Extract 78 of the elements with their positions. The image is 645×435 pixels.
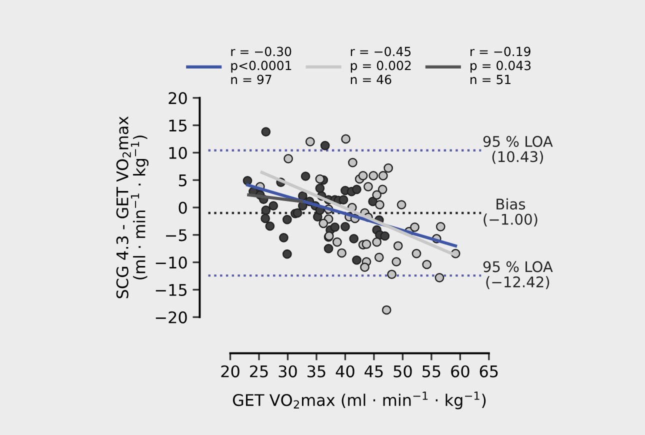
y-tick-label: −5 [166,229,187,242]
x-tick-label: 25 [250,365,268,378]
point [300,172,310,181]
point [352,184,362,194]
point [380,231,390,241]
x-axis-title: GET VO$_{2}$max (ml · min$^{−1}$ · kg$^{−1}$) [232,392,486,410]
x-tick-label: 30 [278,365,297,378]
point [268,201,278,211]
y-tick-label: 0 [178,202,187,214]
y-tick-label: 5 [178,174,187,186]
point [324,244,334,254]
point [372,237,382,247]
point [279,232,288,242]
point [410,222,420,232]
y-tick-label: 15 [169,120,187,132]
x-tick-label: 40 [336,365,354,378]
point [358,171,368,180]
y-tick-label: −15 [156,284,187,296]
point [292,208,302,218]
x-tick-label: 50 [394,365,412,378]
legend-label: r = −0.45 p = 0.002 n = 46 [350,46,411,84]
point [320,140,330,150]
legend-label: r = −0.19 p = 0.043 n = 51 [470,46,531,84]
point [261,127,271,137]
x-tick-label: 35 [308,365,326,378]
point [382,305,392,315]
point [315,184,325,193]
point [375,200,384,210]
ref-line-label: 95 % LOA (−12.42) [483,261,553,290]
y-tick-label: −20 [156,311,187,324]
point [352,255,362,265]
point [282,249,292,259]
point [372,190,382,200]
point [368,171,378,180]
ref-line-label: 95 % LOA (10.43) [483,136,553,164]
text: SCG 4.3 - GET VO$_{2}$max (ml · min$^{−1}$ · kg$^{−1}$) [116,116,148,298]
point [378,171,388,180]
point [282,214,292,224]
x-tick-label: 45 [364,366,383,378]
point [330,222,340,232]
point [341,134,350,144]
point [396,200,406,210]
point [436,222,446,232]
y-tick-label: 10 [169,146,187,159]
x-tick-label: 55 [422,366,440,378]
point [378,184,388,194]
y-tick-label: 20 [168,92,187,104]
point [422,260,432,270]
legend-label: r = −0.30 p<0.0001 n = 97 [231,46,292,84]
point [412,248,422,258]
ref-line-label: Bias (−1.00) [484,198,538,227]
point [242,176,252,186]
y-tick-label: −10 [156,256,187,269]
point [284,154,293,164]
point [261,206,271,215]
point [360,262,370,272]
point [315,174,325,184]
point [392,257,402,266]
point [348,158,358,168]
point [374,252,384,262]
point [338,195,348,204]
point [434,272,444,282]
point [362,240,372,249]
x-tick-label: 65 [480,365,498,378]
point [393,241,403,251]
x-tick-label: 60 [451,365,470,378]
point [364,182,373,192]
point [332,237,342,247]
point [337,248,346,258]
point [349,234,359,244]
point [260,214,270,224]
point [384,163,393,173]
point [318,218,328,228]
point [305,137,315,146]
x-tick-label: 20 [221,365,240,378]
point [340,222,350,232]
point [387,270,396,280]
point [265,221,275,231]
